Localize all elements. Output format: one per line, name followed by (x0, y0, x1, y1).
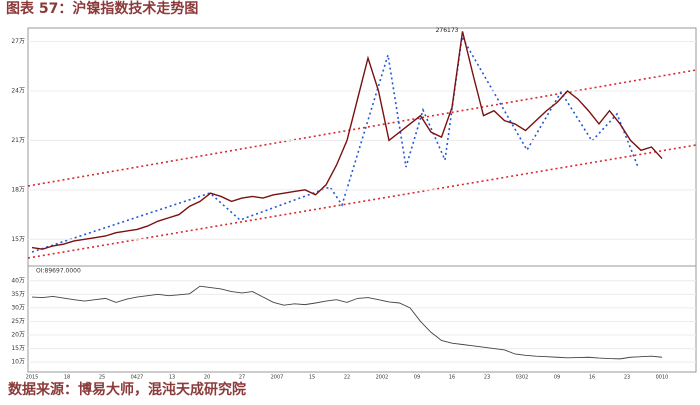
x-tick-label: 2002 (376, 375, 389, 381)
x-tick-label: 13 (169, 375, 175, 381)
title: 图表 57：沪镍指数技术走势图 (6, 0, 198, 17)
x-tick-label: 20 (204, 375, 210, 381)
oi-panel (27, 265, 697, 373)
x-tick-label: 0010 (656, 375, 669, 381)
y-tick-label: 24万 (11, 87, 25, 94)
series-line (31, 31, 663, 250)
y-tick-label: 27万 (11, 38, 25, 45)
x-tick-label: 23 (484, 375, 490, 381)
x-tick-label: 25 (99, 375, 105, 381)
x-tick-label: 0427 (131, 375, 144, 381)
x-tick-label: 2007 (271, 375, 284, 381)
oi-legend: OI:89697.0000 (36, 268, 81, 275)
y-tick-label: 15万 (11, 345, 25, 352)
y-tick-label: 35万 (11, 291, 25, 298)
y-tick-label: 18万 (11, 186, 25, 193)
x-tick-label: 0302 (516, 375, 529, 381)
x-tick-label: 16 (589, 375, 595, 381)
source: 数据来源：博易大师，混沌天成研究院 (8, 381, 246, 398)
y-tick-label: 30万 (11, 304, 25, 311)
wave-lines (31, 34, 639, 253)
peak-label: 276173 (436, 27, 459, 34)
x-tick-label: 23 (624, 375, 630, 381)
y-tick-label: 20万 (11, 332, 25, 339)
x-tick-label: 16 (449, 375, 455, 381)
series-line (31, 285, 663, 360)
x-tick-label: 18 (64, 375, 70, 381)
y-tick-label: 21万 (11, 137, 25, 144)
x-tick-label: 15 (309, 375, 315, 381)
x-tick-label: 09 (414, 375, 420, 381)
x-tick-label: 22 (344, 375, 350, 381)
y-tick-label: 40万 (11, 277, 25, 284)
x-tick-label: 27 (239, 375, 245, 381)
x-tick-label: 2015 (26, 375, 39, 381)
y-tick-label: 10万 (11, 359, 25, 366)
x-tick-label: 09 (554, 375, 560, 381)
y-tick-label: 15万 (11, 236, 25, 243)
main-panel (27, 27, 697, 267)
y-tick-label: 25万 (11, 318, 25, 325)
